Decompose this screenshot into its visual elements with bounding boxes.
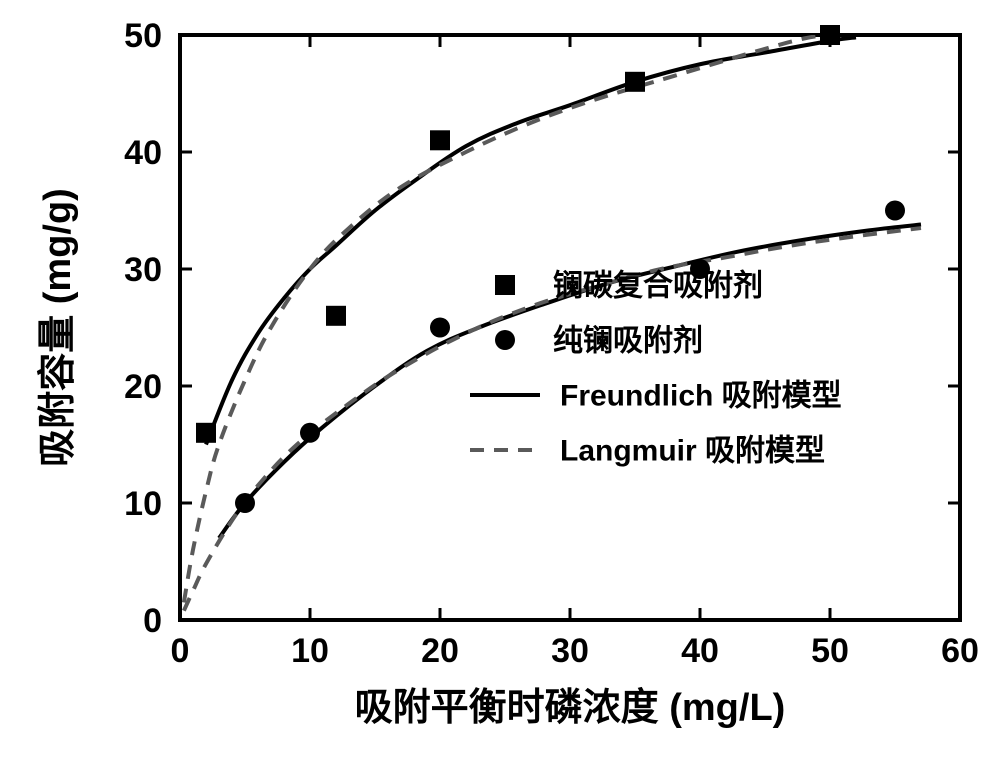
data-point-circle [430,318,450,338]
legend-label: Freundlich 吸附模型 [560,380,842,413]
y-tick-label: 50 [124,17,162,55]
data-point-circle [885,201,905,221]
y-tick-label: 0 [143,602,162,640]
data-point-square [196,423,216,443]
data-point-square [625,72,645,92]
legend-marker-circle [495,330,515,350]
x-tick-label: 0 [171,632,190,670]
x-tick-label: 10 [291,632,329,670]
legend: 镧碳复合吸附剂纯镧吸附剂 Freundlich 吸附模型 Langmuir 吸附模型 [470,269,842,468]
y-axis-title: 吸附容量 (mg/g) [37,188,79,467]
x-tick-label: 20 [421,632,459,670]
legend-label: 镧碳复合吸附剂 [553,269,763,303]
adsorption-chart: 0 10 20 30 40 50 60 0 10 20 30 40 50 吸附平衡时磷浓度 (mg/L) 吸… [0,0,1000,757]
chart-container: 0 10 20 30 40 50 60 0 10 20 30 40 50 吸附平衡时磷浓度 (mg/L) 吸… [0,0,1000,757]
legend-label: Langmuir 吸附模型 [560,435,825,468]
y-tick-label: 30 [124,251,162,289]
x-tick-label: 50 [811,632,849,670]
curves-layer [184,35,921,611]
data-point-circle [300,423,320,443]
legend-label: 纯镧吸附剂 [553,325,703,358]
data-point-circle [235,493,255,513]
y-tick-label: 10 [124,485,162,523]
legend-marker-square [495,275,515,295]
x-tick-label: 60 [941,632,979,670]
x-tick-label: 40 [681,632,719,670]
y-tick-label: 40 [124,134,162,172]
data-point-square [820,25,840,45]
data-point-square [326,306,346,326]
data-point-square [430,130,450,150]
x-tick-label: 30 [551,632,589,670]
y-tick-label: 20 [124,368,162,406]
x-axis-title: 吸附平衡时磷浓度 (mg/L) [355,687,786,729]
